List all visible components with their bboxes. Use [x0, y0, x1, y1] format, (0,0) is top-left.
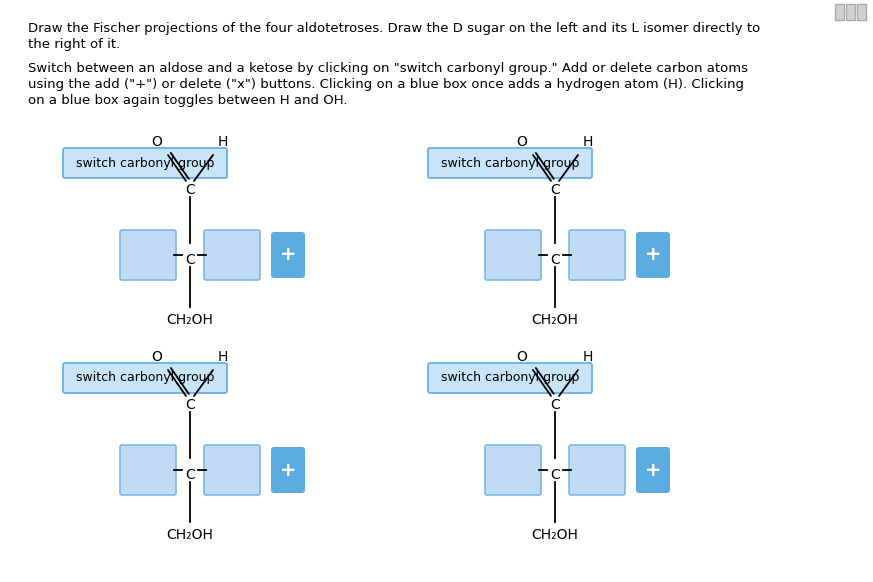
Text: C: C	[185, 468, 195, 482]
Text: +: +	[279, 460, 296, 480]
Text: +: +	[279, 246, 296, 264]
Text: C: C	[550, 398, 560, 412]
Text: C: C	[185, 253, 195, 267]
Text: Draw the Fischer projections of the four aldotetroses. Draw the D sugar on the l: Draw the Fischer projections of the four…	[28, 22, 760, 35]
Text: C: C	[550, 468, 560, 482]
Text: +: +	[645, 246, 661, 264]
Text: CH₂OH: CH₂OH	[532, 313, 579, 327]
Text: C: C	[185, 398, 195, 412]
FancyBboxPatch shape	[485, 445, 541, 495]
FancyBboxPatch shape	[63, 363, 227, 393]
Text: C: C	[185, 183, 195, 197]
Text: C: C	[550, 253, 560, 267]
FancyBboxPatch shape	[204, 445, 260, 495]
Text: H: H	[217, 350, 228, 364]
Text: O: O	[152, 135, 162, 149]
Bar	[857, 4, 866, 20]
FancyBboxPatch shape	[271, 447, 305, 493]
Text: O: O	[517, 135, 527, 149]
FancyBboxPatch shape	[569, 230, 625, 280]
Text: C: C	[550, 183, 560, 197]
FancyBboxPatch shape	[485, 230, 541, 280]
Bar	[835, 4, 844, 20]
Text: CH₂OH: CH₂OH	[167, 313, 213, 327]
Text: using the add ("+") or delete ("x") buttons. Clicking on a blue box once adds a : using the add ("+") or delete ("x") butt…	[28, 78, 744, 91]
Text: switch carbonyl group: switch carbonyl group	[441, 371, 579, 385]
Text: H: H	[583, 350, 593, 364]
Text: the right of it.: the right of it.	[28, 38, 120, 51]
FancyBboxPatch shape	[120, 445, 176, 495]
Text: switch carbonyl group: switch carbonyl group	[441, 157, 579, 169]
Text: +: +	[645, 460, 661, 480]
Text: on a blue box again toggles between H and OH.: on a blue box again toggles between H an…	[28, 94, 347, 107]
FancyBboxPatch shape	[120, 230, 176, 280]
FancyBboxPatch shape	[271, 232, 305, 278]
Text: CH₂OH: CH₂OH	[532, 528, 579, 542]
FancyBboxPatch shape	[428, 148, 592, 178]
Text: switch carbonyl group: switch carbonyl group	[76, 371, 214, 385]
FancyBboxPatch shape	[204, 230, 260, 280]
Text: H: H	[583, 135, 593, 149]
Text: switch carbonyl group: switch carbonyl group	[76, 157, 214, 169]
Text: H: H	[217, 135, 228, 149]
FancyBboxPatch shape	[569, 445, 625, 495]
Text: Switch between an aldose and a ketose by clicking on "switch carbonyl group." Ad: Switch between an aldose and a ketose by…	[28, 62, 748, 75]
FancyBboxPatch shape	[636, 447, 670, 493]
FancyBboxPatch shape	[63, 148, 227, 178]
Bar	[846, 4, 855, 20]
Text: O: O	[517, 350, 527, 364]
FancyBboxPatch shape	[428, 363, 592, 393]
FancyBboxPatch shape	[636, 232, 670, 278]
Text: CH₂OH: CH₂OH	[167, 528, 213, 542]
Text: O: O	[152, 350, 162, 364]
